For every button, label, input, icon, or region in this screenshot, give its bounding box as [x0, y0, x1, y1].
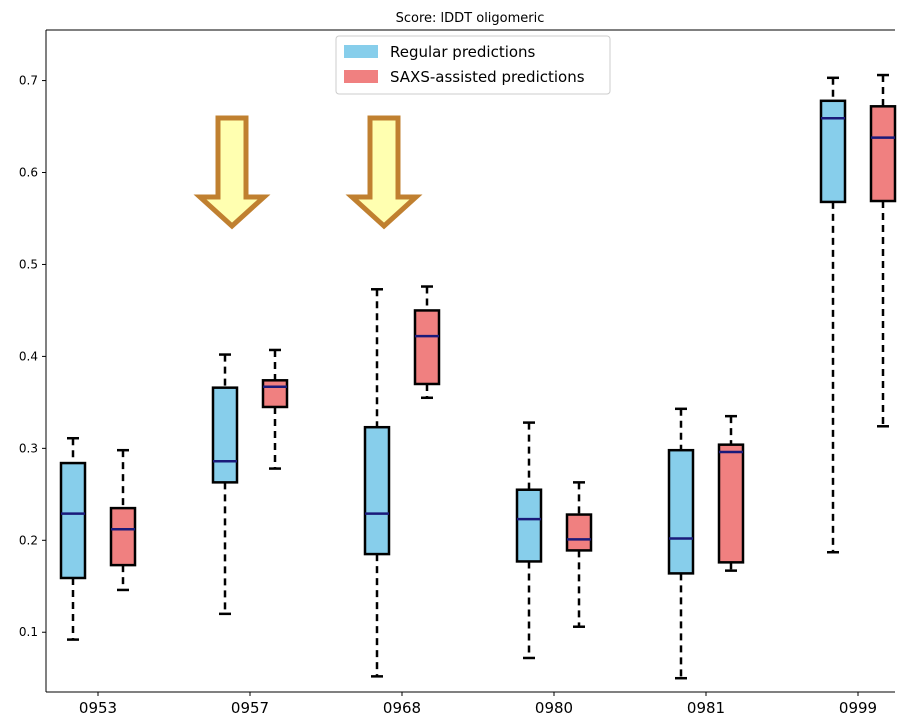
box-saxs-0957: [261, 348, 289, 470]
x-tick-label: 0999: [839, 699, 877, 716]
x-tick-label: 0953: [79, 699, 117, 716]
legend-swatch-saxs: [344, 70, 378, 83]
x-tick-label: 0957: [231, 699, 269, 716]
chart-marks: [59, 73, 897, 680]
iqr-box: [109, 506, 137, 567]
iqr-box: [59, 461, 87, 580]
iqr-box: [211, 386, 239, 484]
y-tick-label: 0.6: [19, 166, 38, 180]
down-arrow-icon: [345, 115, 423, 230]
y-tick-label: 0.4: [19, 349, 38, 363]
y-tick-label: 0.5: [19, 257, 38, 271]
box-regular-0981: [667, 407, 695, 680]
iqr-box: [717, 443, 745, 564]
down-arrow-icon: [193, 115, 271, 230]
plot-area: [46, 30, 895, 692]
iqr-box: [261, 379, 289, 409]
y-tick-label: 0.7: [19, 74, 38, 88]
legend-frame: [335, 35, 611, 95]
box-saxs-0968: [413, 285, 441, 400]
legend: Regular predictions SAXS-assisted predic…: [335, 35, 611, 95]
y-tick-label: 0.3: [19, 441, 38, 455]
box-saxs-0999: [869, 73, 897, 428]
box-regular-0999: [819, 76, 847, 554]
box-regular-0980: [515, 421, 543, 660]
box-saxs-0980: [565, 481, 593, 628]
iqr-box: [363, 425, 391, 556]
x-axis-ticks: 0953 0957 0968 0980 0981 0999: [79, 692, 877, 716]
iqr-box: [819, 99, 847, 204]
iqr-box: [413, 309, 441, 386]
legend-label-saxs: SAXS-assisted predictions: [390, 68, 585, 86]
annotation-arrows: [193, 115, 423, 230]
x-tick-label: 0968: [383, 699, 421, 716]
iqr-box: [667, 448, 695, 575]
iqr-box: [565, 513, 593, 552]
box-saxs-0953: [109, 448, 137, 592]
box-regular-0957: [211, 353, 239, 616]
y-axis-ticks: 0.1 0.2 0.3 0.4 0.5 0.6 0.7: [19, 74, 46, 639]
box-regular-0968: [363, 288, 391, 678]
y-tick-label: 0.1: [19, 625, 38, 639]
legend-label-regular: Regular predictions: [390, 43, 536, 61]
iqr-box: [515, 488, 543, 563]
y-tick-label: 0.2: [19, 533, 38, 547]
box-regular-0953: [59, 436, 87, 641]
iqr-box: [869, 105, 897, 203]
chart-title: Score: lDDT oligomeric: [396, 11, 545, 26]
box-saxs-0981: [717, 414, 745, 572]
legend-swatch-regular: [344, 45, 378, 58]
x-tick-label: 0980: [535, 699, 573, 716]
x-tick-label: 0981: [687, 699, 725, 716]
